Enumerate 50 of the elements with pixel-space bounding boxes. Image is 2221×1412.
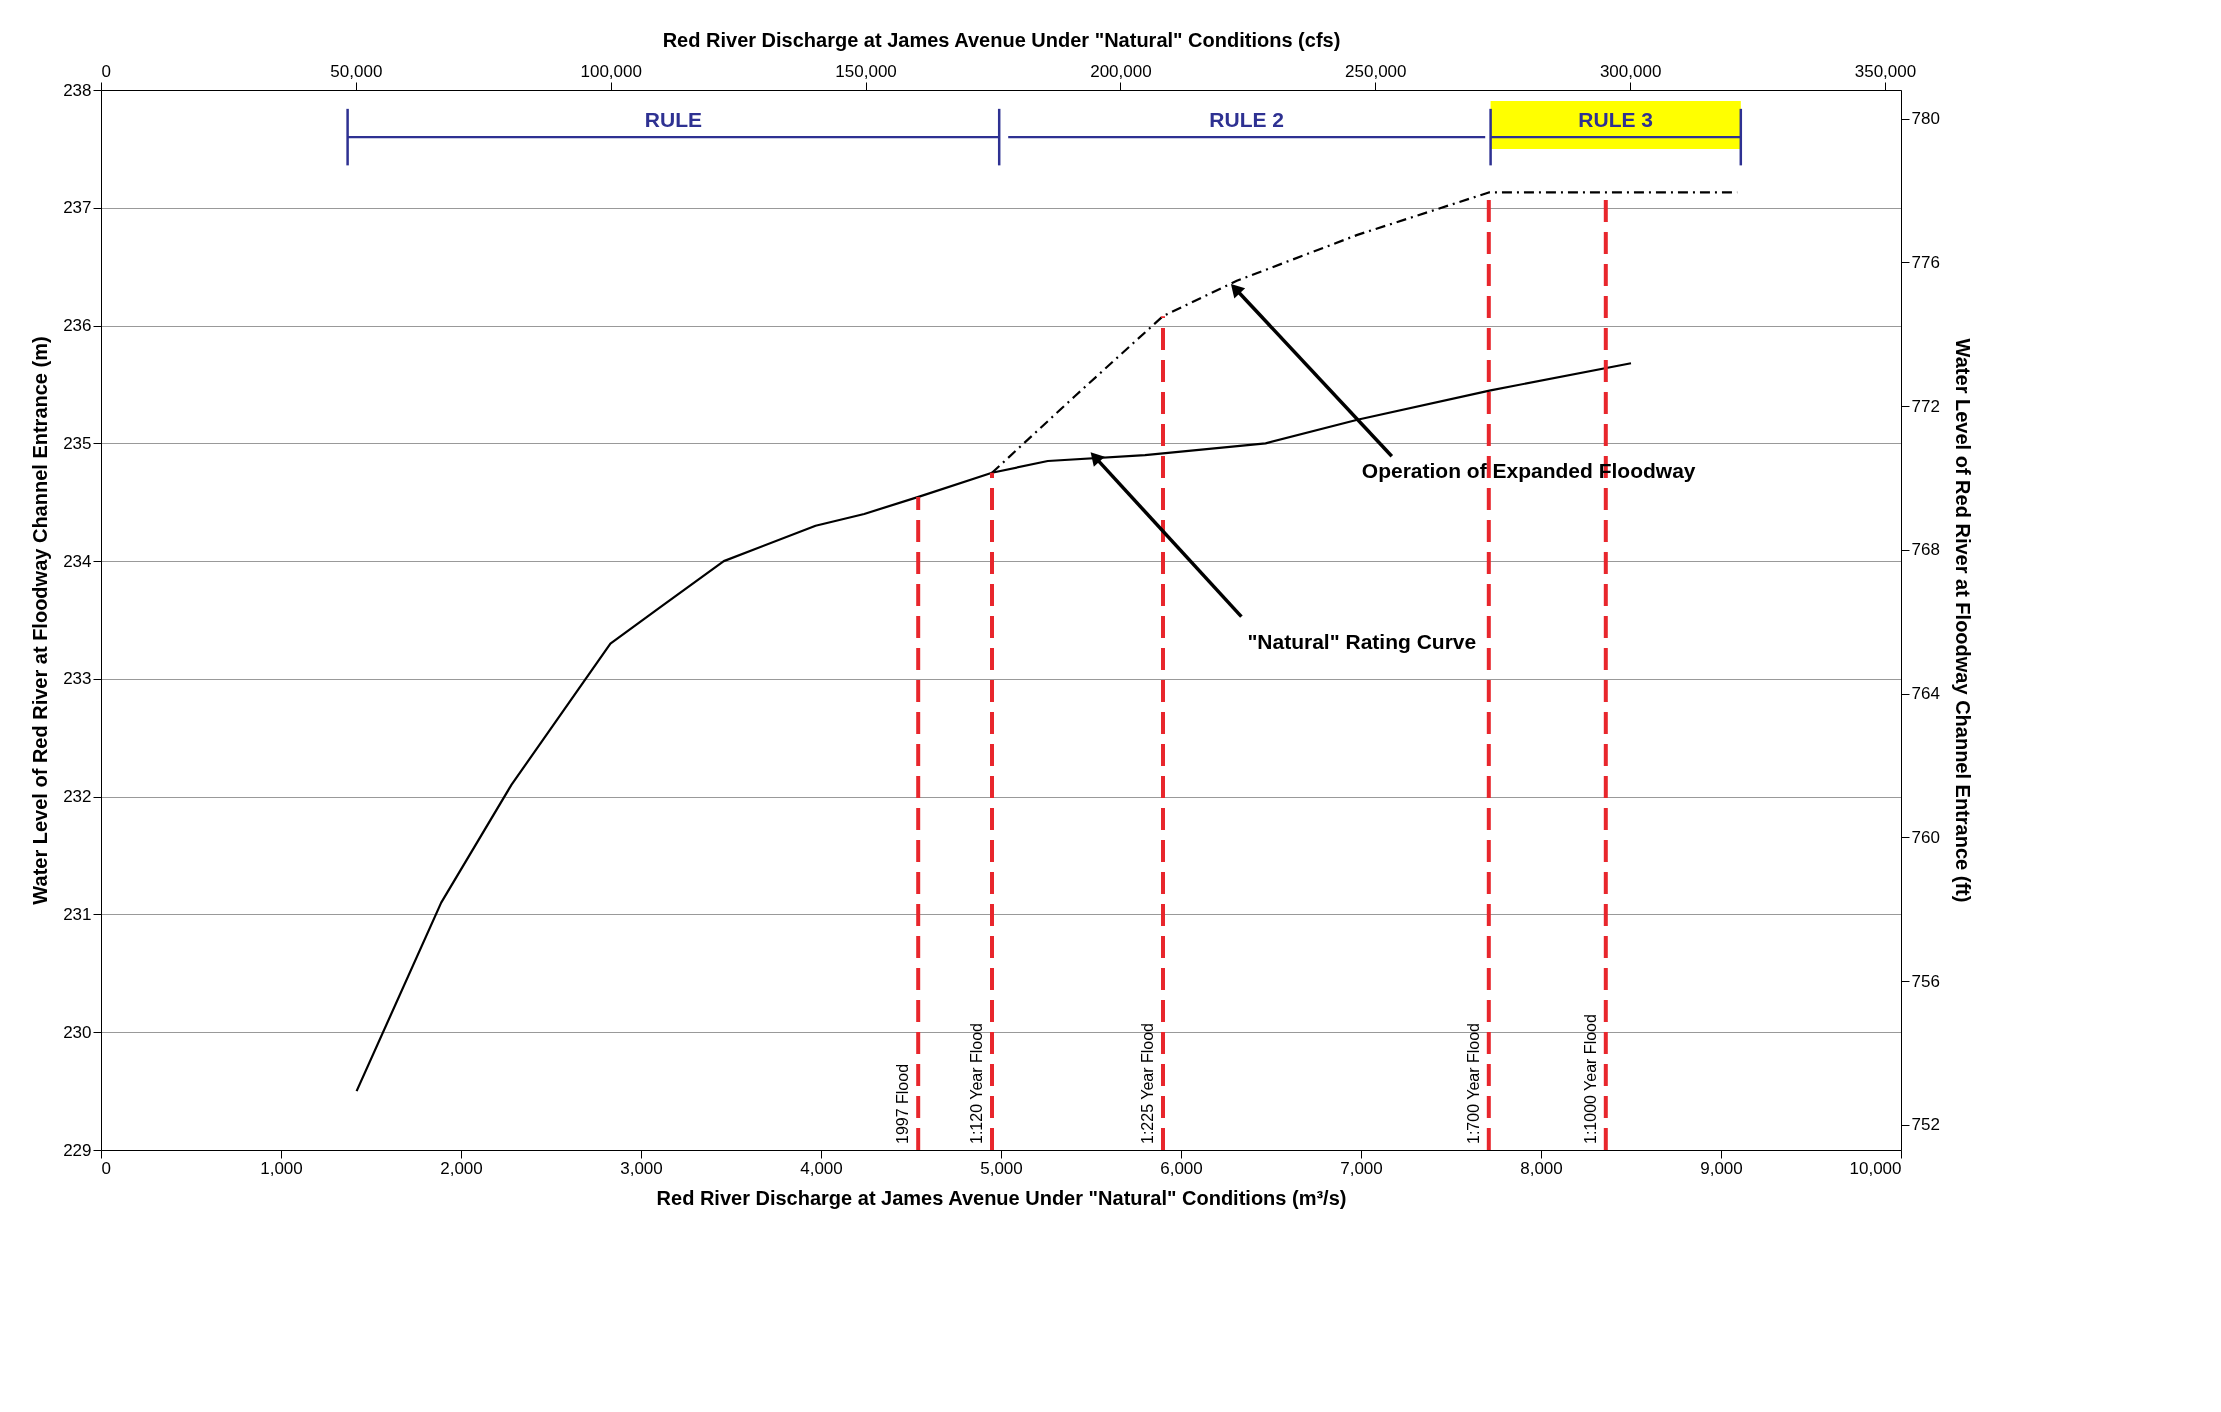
x2-tick-label: 0	[101, 61, 111, 81]
x-tick-label: 6,000	[1160, 1158, 1203, 1178]
annotation: "Natural" Rating Curve	[1247, 629, 1477, 653]
y2-axis-title: Water Level of Red River at Floodway Channel Entrance (ft)	[1951, 338, 1974, 903]
y2-tick-label: 756	[1911, 971, 1940, 991]
y-tick-label: 230	[63, 1022, 92, 1042]
x-tick-label: 7,000	[1340, 1158, 1383, 1178]
x2-tick-label: 50,000	[330, 61, 383, 81]
x2-tick-label: 350,000	[1854, 61, 1917, 81]
y2-tick-label: 776	[1911, 252, 1940, 272]
y-tick-label: 236	[63, 316, 92, 336]
annotation: 1:225 Year Flood	[1139, 1023, 1156, 1144]
x-tick-label: 0	[101, 1158, 111, 1178]
x-tick-label: 4,000	[800, 1158, 843, 1178]
x2-tick-label: 100,000	[580, 61, 642, 81]
x-axis-title: Red River Discharge at James Avenue Under "Natural" Conditions (m³/s)	[656, 1186, 1347, 1209]
y-tick-label: 234	[63, 551, 92, 571]
series-label: RULE 3	[1578, 108, 1654, 132]
annotation: 1:1000 Year Flood	[1581, 1014, 1599, 1144]
y-tick-label: 231	[63, 904, 92, 924]
chart-title: Red River Discharge at James Avenue Under "Natural" Conditions (cfs)	[662, 28, 1341, 51]
y-tick-label: 232	[63, 787, 92, 807]
series-label: RULE	[644, 108, 702, 132]
y2-tick-label: 768	[1911, 540, 1940, 560]
y-tick-label: 238	[63, 80, 92, 100]
x2-tick-label: 200,000	[1090, 61, 1152, 81]
annotation: 1997 Flood	[894, 1063, 912, 1144]
y2-tick-label: 760	[1911, 827, 1940, 847]
y-tick-label: 229	[63, 1140, 92, 1160]
y2-tick-label: 780	[1911, 109, 1940, 129]
x-tick-label: 8,000	[1520, 1158, 1563, 1178]
x2-tick-label: 150,000	[835, 61, 897, 81]
x2-tick-label: 250,000	[1345, 61, 1407, 81]
x-tick-label: 1,000	[260, 1158, 303, 1178]
x2-tick-label: 300,000	[1599, 61, 1662, 81]
annotation: 1:700 Year Flood	[1464, 1023, 1482, 1144]
series-label: RULE 2	[1209, 108, 1285, 132]
y2-tick-label: 752	[1911, 1115, 1940, 1135]
x-tick-label: 2,000	[440, 1158, 483, 1178]
x-tick-label: 5,000	[980, 1158, 1023, 1178]
y2-tick-label: 764	[1911, 684, 1940, 704]
y-tick-label: 237	[63, 198, 92, 218]
annotation: 1:120 Year Flood	[968, 1023, 985, 1144]
y-axis-title: Water Level of Red River at Floodway Channel Entrance (m)	[29, 336, 52, 905]
y-tick-label: 233	[63, 669, 92, 689]
y2-tick-label: 772	[1911, 396, 1940, 416]
x-tick-label: 10,000	[1849, 1158, 1902, 1178]
x-tick-label: 3,000	[620, 1158, 663, 1178]
y-tick-label: 235	[63, 433, 92, 453]
x-tick-label: 9,000	[1700, 1158, 1743, 1178]
